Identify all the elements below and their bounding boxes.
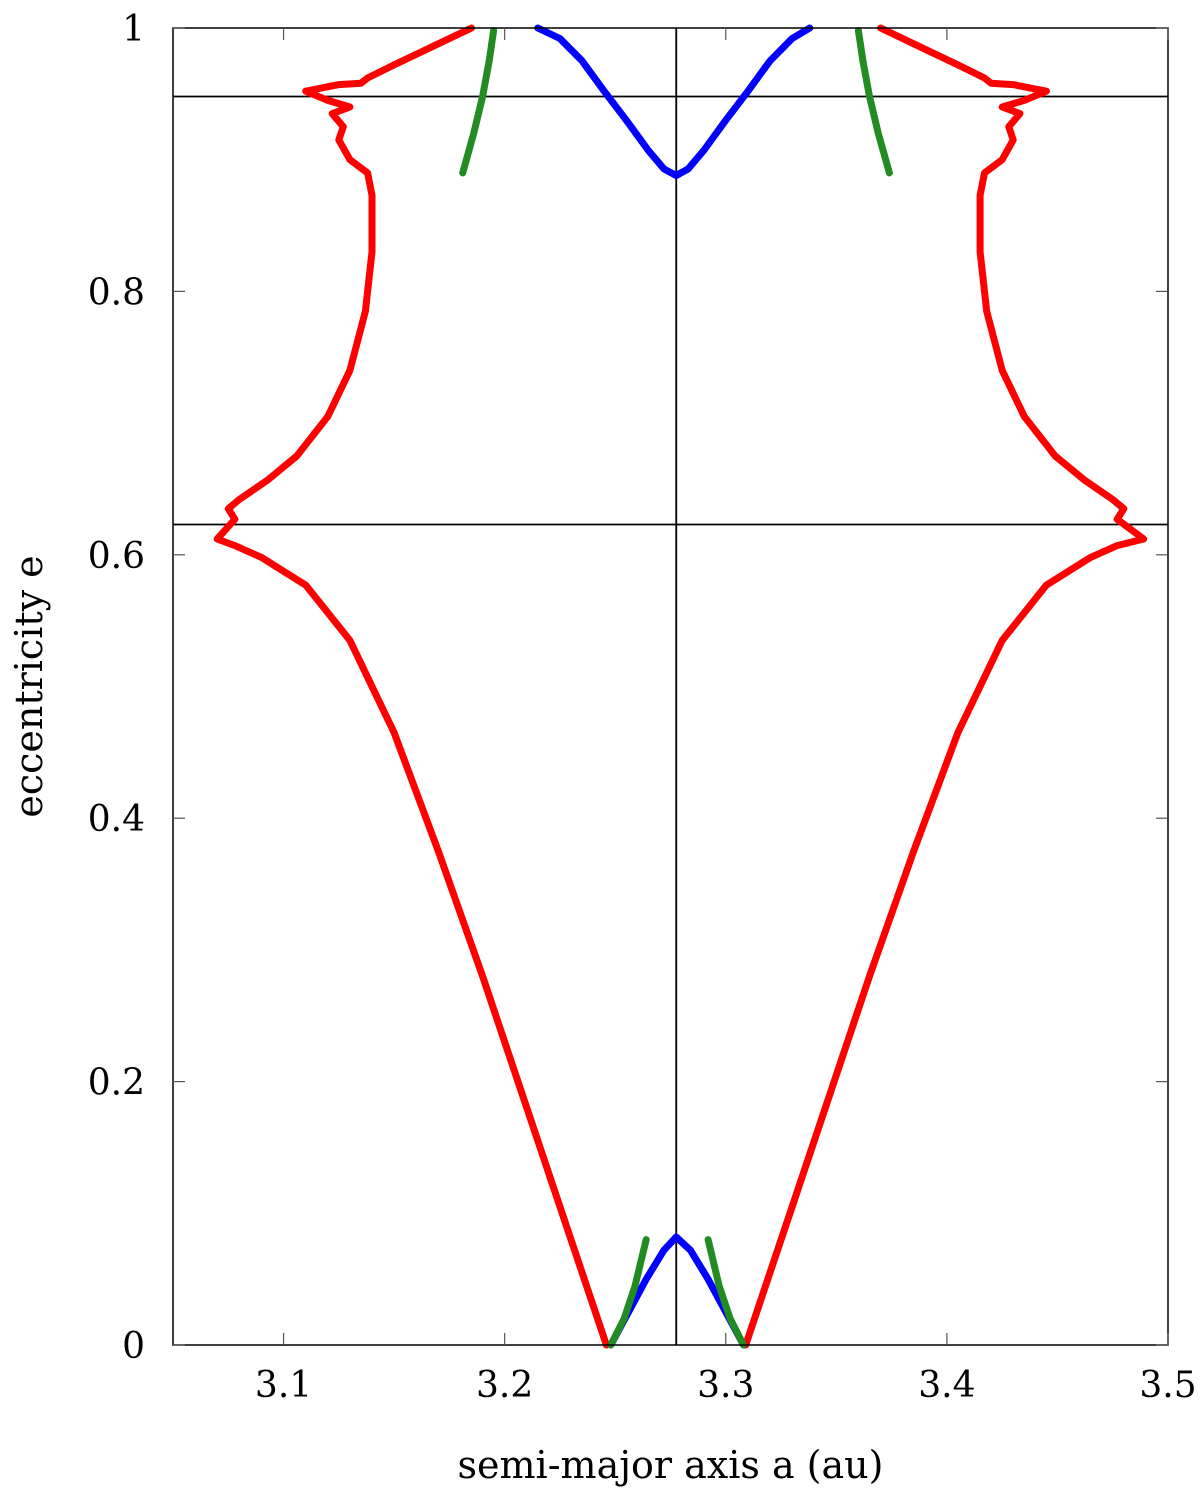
y-tick-label: 0.2 (88, 1063, 145, 1104)
reference-lines (173, 28, 1168, 1345)
curves (213, 24, 1148, 1349)
y-tick-label: 0.6 (88, 536, 145, 577)
y-tick-label: 0 (122, 1326, 145, 1367)
series-line-8 (704, 1236, 747, 1349)
x-tick-label: 3.2 (476, 1365, 533, 1406)
y-tick-label: 0.8 (88, 272, 145, 313)
x-tick-label: 3.1 (255, 1365, 312, 1406)
series-line-4 (607, 1233, 747, 1349)
series-line-5 (459, 27, 498, 177)
plot-frame (172, 27, 1169, 1346)
y-axis-label: eccentricity e (7, 555, 51, 817)
series-line-7 (607, 1236, 650, 1349)
series-line-6 (854, 27, 893, 177)
x-axis-label: semi-major axis a (au) (458, 1443, 884, 1487)
x-tick-label: 3.3 (697, 1365, 754, 1406)
y-tick-label: 1 (122, 9, 145, 50)
y-tick-labels: 0 0.2 0.4 0.6 0.8 1 (88, 9, 145, 1367)
x-tick-labels: 3.1 3.2 3.3 3.4 3.5 (255, 1365, 1197, 1406)
series-line-2 (742, 24, 1148, 1349)
y-tick-label: 0.4 (88, 799, 145, 840)
series-line-3 (534, 24, 814, 179)
ticks (173, 27, 1169, 1346)
series-line-1 (213, 24, 610, 1349)
x-tick-label: 3.5 (1139, 1365, 1196, 1406)
x-tick-label: 3.4 (918, 1365, 975, 1406)
